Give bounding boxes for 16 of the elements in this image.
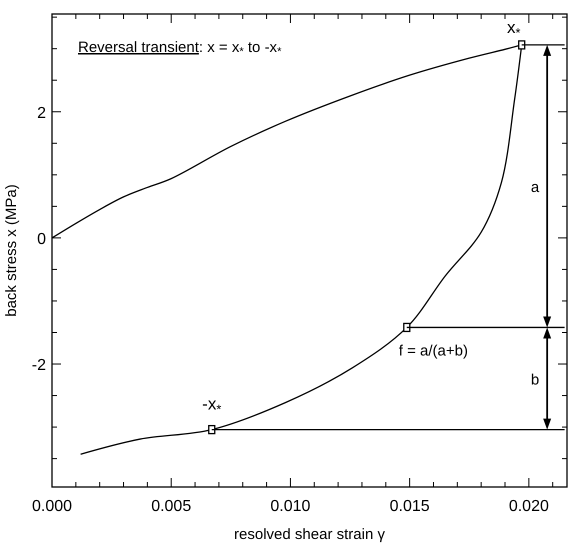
- annotation: Reversal transient: x = x$_{*}$ to -x$_{*}$: [78, 39, 282, 58]
- x-tick-label: 0.020: [508, 498, 549, 515]
- annotation: x$_{*}$: [506, 18, 520, 40]
- x-axis-title: resolved shear strain γ: [234, 526, 386, 543]
- x-tick-label: 0.015: [390, 498, 430, 515]
- y-tick-label: 2: [37, 104, 46, 122]
- annotation: -x$_{*}$: [202, 394, 222, 416]
- y-tick-label: 0: [37, 230, 46, 248]
- y-axis-title: back stress x (MPa): [3, 184, 20, 317]
- annotation: a: [530, 179, 540, 196]
- y-tick-label: -2: [32, 357, 46, 374]
- annotation: f = a/(a+b): [398, 342, 468, 360]
- x-tick-label: 0.005: [151, 498, 192, 515]
- annotation: b: [530, 372, 540, 389]
- x-tick-label: 0.000: [32, 498, 72, 515]
- x-tick-label: 0.010: [270, 498, 311, 515]
